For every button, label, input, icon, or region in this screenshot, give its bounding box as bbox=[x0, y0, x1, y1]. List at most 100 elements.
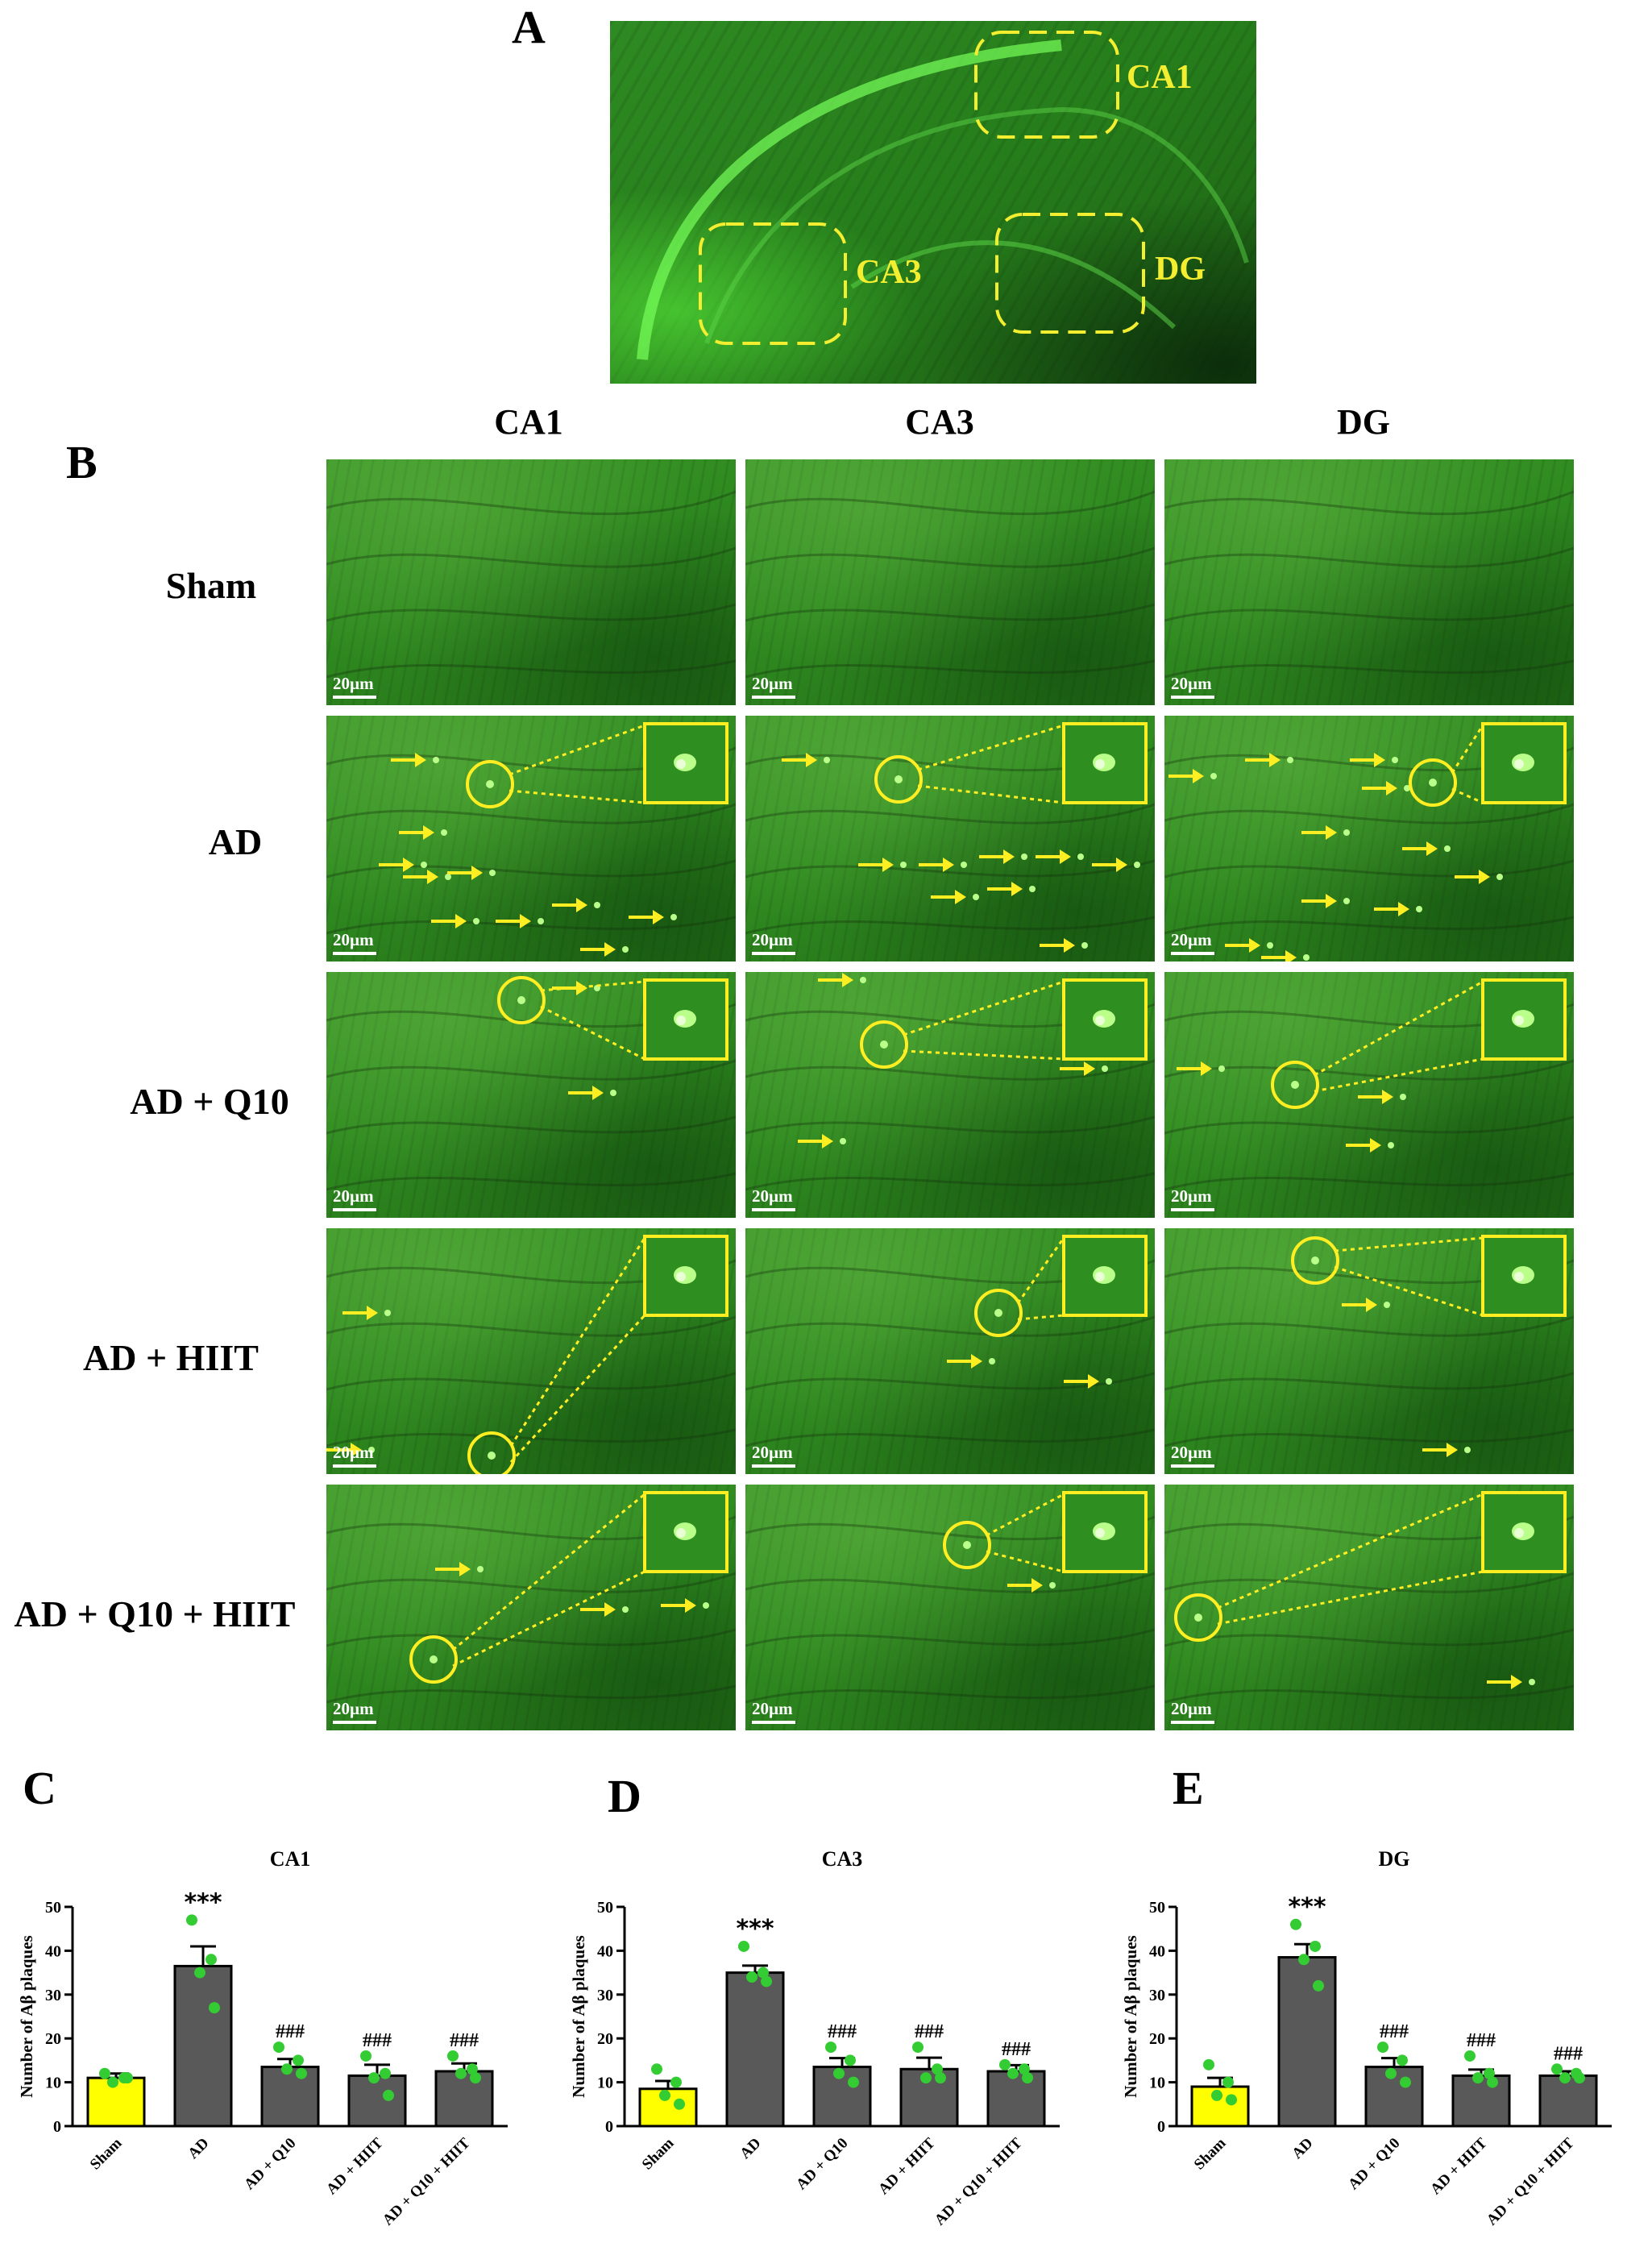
tissue-streak bbox=[745, 603, 1155, 622]
scale-bar-line bbox=[752, 1208, 795, 1211]
tissue-streak bbox=[1164, 546, 1574, 568]
tissue-streak bbox=[745, 1572, 1155, 1593]
plaque-arrow-icon bbox=[1092, 858, 1140, 872]
micrograph-ad-q10-dg: 20µm bbox=[1164, 972, 1574, 1218]
bar-ad-q10 bbox=[812, 2066, 872, 2128]
micrograph-overlay bbox=[326, 1491, 736, 1704]
data-point bbox=[1385, 2067, 1397, 2079]
scale-bar-label: 20µm bbox=[333, 1186, 374, 1206]
scale-bar-line bbox=[333, 1208, 376, 1211]
data-point bbox=[1022, 2072, 1033, 2084]
significance-marker: *** bbox=[736, 1915, 774, 1943]
bar-ad-hiit bbox=[347, 2074, 407, 2128]
micrograph-ad-hiit-dg: 20µm bbox=[1164, 1228, 1574, 1474]
data-point bbox=[1313, 1979, 1324, 1992]
tissue-streak bbox=[1164, 603, 1574, 622]
scale-bar-label: 20µm bbox=[1171, 930, 1212, 949]
scale-bar-line bbox=[752, 1464, 795, 1468]
significance-marker: ### bbox=[1554, 2043, 1583, 2064]
tissue-streak bbox=[326, 859, 736, 878]
significance-marker: ### bbox=[276, 2021, 305, 2042]
data-point bbox=[1484, 2067, 1495, 2079]
tissue-streak bbox=[1164, 1628, 1574, 1647]
bar-ad-q10-hiit bbox=[434, 2070, 494, 2128]
scale-bar-label: 20µm bbox=[333, 674, 374, 693]
tissue-streak bbox=[745, 859, 1155, 878]
scale-bar-label: 20µm bbox=[1171, 1699, 1212, 1718]
y-tick-label: 0 bbox=[605, 2118, 613, 2136]
tissue-streak bbox=[1164, 1572, 1574, 1593]
chart-dg: DG Number of Aβ plaques 0 10 20 30 40 50 Sham ***… bbox=[1121, 1847, 1612, 2228]
plaque-arrow-icon bbox=[1487, 1675, 1535, 1689]
plaque-arrow-icon bbox=[1261, 950, 1310, 962]
plaque-arrow-icon bbox=[496, 914, 544, 928]
significance-marker: ### bbox=[363, 2030, 392, 2051]
overview-label-ca1: CA1 bbox=[1127, 59, 1193, 96]
significance-marker: *** bbox=[1288, 1893, 1326, 1921]
tissue-streak bbox=[326, 1572, 736, 1593]
y-axis-label: Number of Aβ plaques bbox=[569, 1935, 588, 2097]
tissue-streak bbox=[326, 1115, 736, 1135]
bar-ad-hiit bbox=[1451, 2074, 1511, 2128]
scale-bar-label: 20µm bbox=[333, 1443, 374, 1462]
plaque-arrow-icon bbox=[1301, 894, 1350, 908]
data-point bbox=[1007, 2067, 1019, 2079]
tissue-streak bbox=[745, 1059, 1155, 1081]
micrograph-ad-ca1: 20µm bbox=[326, 716, 736, 962]
overview-drawing bbox=[637, 31, 1249, 360]
plaque-arrow-icon bbox=[1358, 1090, 1406, 1104]
plaque-arrow-icon bbox=[979, 849, 1027, 864]
plaque-arrow-icon bbox=[1060, 1061, 1108, 1076]
micrograph-sham-ca1: 20µm bbox=[326, 459, 736, 705]
y-tick-label: 40 bbox=[597, 1942, 613, 1960]
scale-bar-line bbox=[1171, 1208, 1214, 1211]
zoom-callout bbox=[467, 1235, 728, 1474]
scale-bar-label: 20µm bbox=[1171, 1443, 1212, 1462]
tissue-streak bbox=[326, 1628, 736, 1647]
x-tick-label: AD + HIIT bbox=[323, 2134, 387, 2198]
x-tick-label: Sham bbox=[639, 2135, 678, 2174]
plaque-arrow-icon bbox=[782, 753, 830, 767]
plaque-arrow-icon bbox=[947, 1354, 995, 1369]
data-point bbox=[912, 2041, 924, 2054]
micrograph-overlay bbox=[745, 722, 1155, 953]
tissue-streak bbox=[1164, 1372, 1574, 1391]
y-tick-label: 10 bbox=[597, 2075, 613, 2092]
error-bar bbox=[190, 1945, 216, 1967]
data-point bbox=[281, 2063, 293, 2075]
data-point bbox=[845, 2054, 856, 2066]
plaque-arrow-icon bbox=[342, 1306, 391, 1320]
row-header-ad-q10: AD + Q10 bbox=[130, 1081, 289, 1122]
plaque-arrow-icon bbox=[431, 914, 479, 928]
data-point bbox=[1203, 2058, 1214, 2070]
data-point bbox=[1298, 1954, 1310, 1966]
y-tick-label: 10 bbox=[45, 2075, 61, 2092]
panel-label-e: E bbox=[1173, 1762, 1204, 1814]
chart-ca3: CA3 Number of Aβ plaques 0 10 20 30 40 50 Sham **… bbox=[569, 1847, 1060, 2228]
data-point bbox=[932, 2063, 943, 2075]
x-tick-label: AD + Q10 + HIIT bbox=[380, 2134, 474, 2228]
tissue-streak bbox=[326, 546, 736, 568]
plaque-arrow-icon bbox=[580, 1602, 629, 1617]
bar-ad bbox=[725, 1971, 785, 2128]
tissue-streak bbox=[326, 1372, 736, 1391]
column-header-ca1: CA1 bbox=[494, 402, 563, 442]
data-point bbox=[670, 2076, 682, 2088]
scale-bar-line bbox=[752, 1721, 795, 1724]
x-tick-label: AD + Q10 + HIIT bbox=[932, 2134, 1026, 2228]
data-point bbox=[360, 2050, 371, 2062]
tissue-streak bbox=[326, 1172, 736, 1191]
data-point bbox=[1211, 2089, 1222, 2101]
data-point bbox=[1377, 2041, 1388, 2054]
micrograph-overlay bbox=[745, 490, 1155, 679]
data-point bbox=[825, 2041, 836, 2054]
row-header-ad-q10-hiit: AD + Q10 + HIIT bbox=[14, 1593, 296, 1634]
plaque-arrow-icon bbox=[1342, 1298, 1390, 1312]
tissue-streak bbox=[1164, 1428, 1574, 1447]
scale-bar-label: 20µm bbox=[333, 930, 374, 949]
y-tick-label: 50 bbox=[45, 1899, 61, 1917]
panel-label-c: C bbox=[23, 1762, 56, 1814]
plaque-arrow-icon bbox=[987, 882, 1036, 896]
significance-marker: ### bbox=[828, 2021, 857, 2042]
tissue-streak bbox=[1164, 1172, 1574, 1191]
